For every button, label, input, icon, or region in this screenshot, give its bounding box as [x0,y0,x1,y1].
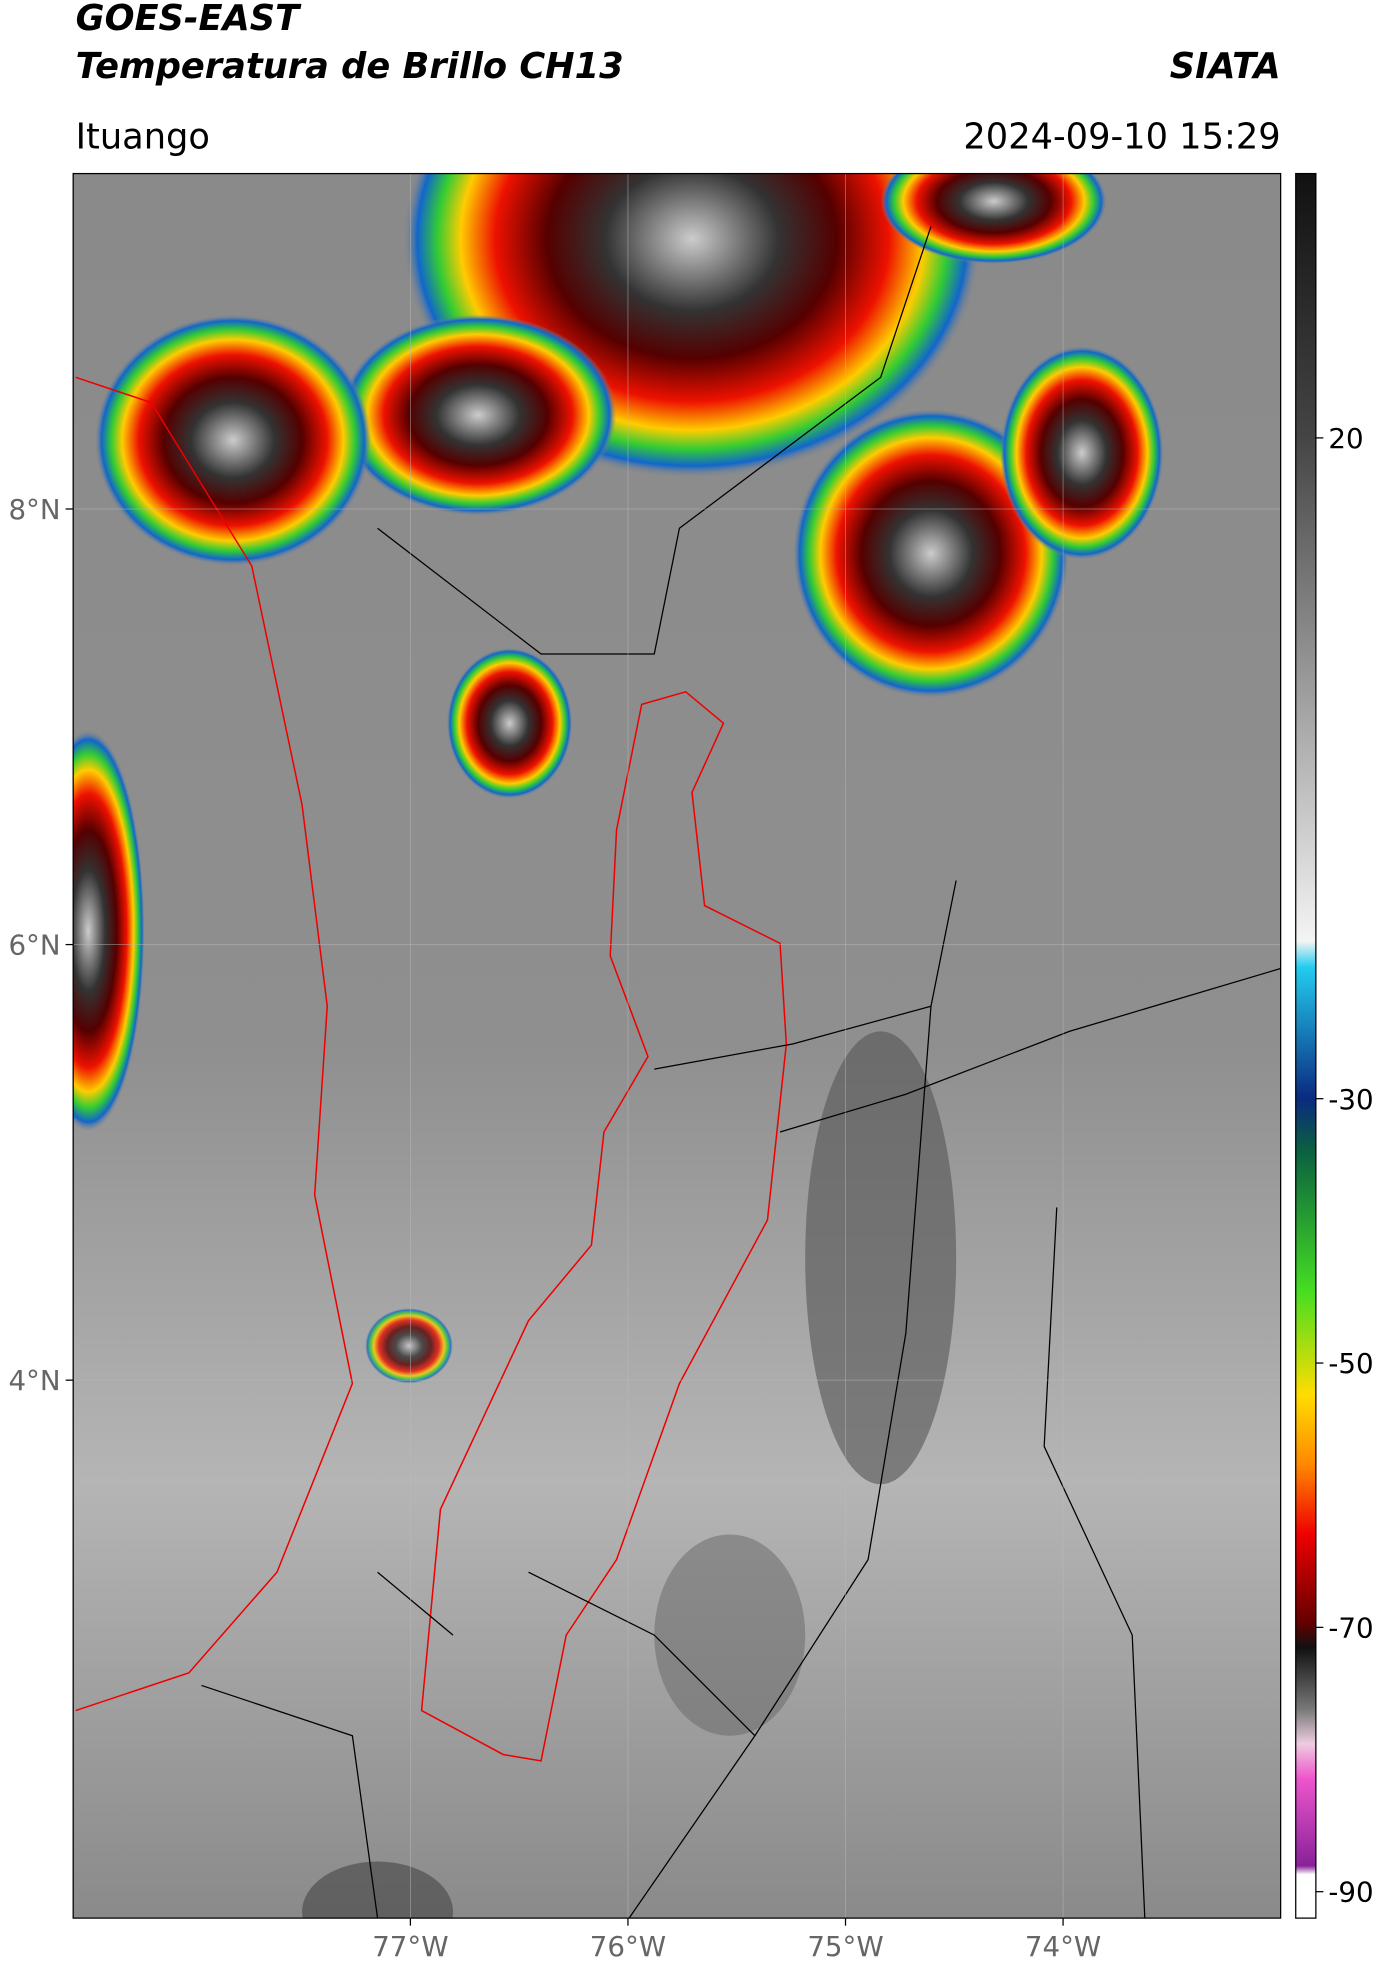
product: Temperatura de Brillo CH13 [76,46,624,87]
colorbar-tick-label: -50 [1328,1347,1373,1380]
colorbar-tick-label: -90 [1328,1876,1373,1909]
colorbar [1295,172,1317,1919]
region: Ituango [76,116,210,157]
satellite: GOES-EAST [76,0,302,39]
y-tick-label: 4°N [8,1364,60,1397]
y-tick-label: 8°N [8,493,60,526]
x-tick-label: 75°W [807,1930,883,1963]
organization: SIATA [1170,46,1281,87]
y-tick-label: 6°N [8,929,60,962]
colorbar-tick-label: -30 [1328,1083,1373,1116]
colorbar-tick-label: -70 [1328,1611,1373,1644]
x-tick-label: 77°W [372,1930,448,1963]
datetime: 2024-09-10 15:29 [963,116,1280,157]
colorbar-tick-label: 20 [1328,422,1363,455]
x-tick-label: 74°W [1025,1930,1101,1963]
satellite-image [73,173,1281,1919]
map-frame [72,172,1282,1919]
x-tick-label: 76°W [590,1930,666,1963]
